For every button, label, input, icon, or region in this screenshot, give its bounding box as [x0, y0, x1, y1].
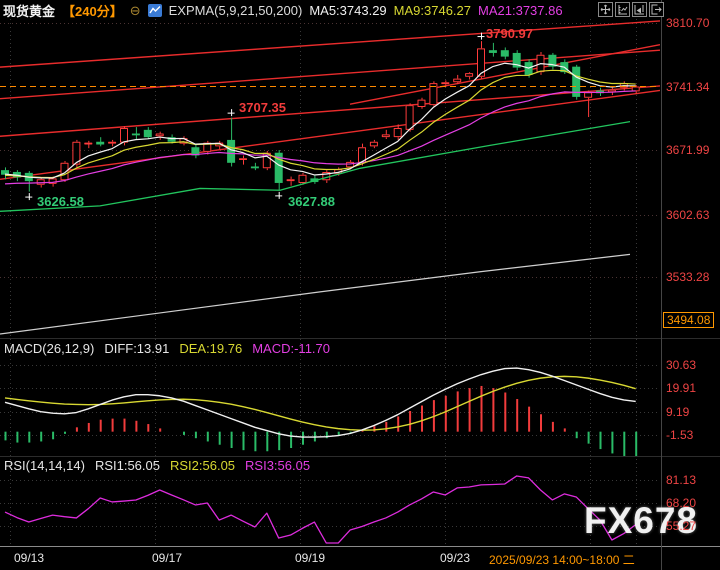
time-axis-label: 09/13 [14, 551, 45, 565]
time-axis-label: 09/17 [152, 551, 183, 565]
macd-axis-label: 30.63 [666, 358, 697, 372]
rsi1-value: RSI1:56.05 [94, 458, 160, 473]
rsi-axis-label: 55.27 [666, 519, 697, 533]
ma5-value: MA5:3743.29 [309, 2, 387, 18]
macd-macd-value: MACD:-11.70 [252, 341, 331, 356]
macd-indicator-label: MACD(26,12,9) [4, 341, 95, 356]
price-axis-label: 3810.70 [666, 16, 710, 30]
indicator-settings-icon[interactable]: ⊖ [129, 2, 141, 18]
ma21-value: MA21:3737.86 [478, 2, 563, 18]
rsi-indicator-label: RSI(14,14,14) [4, 458, 85, 473]
time-axis-label: 09/23 [440, 551, 471, 565]
watermark: FX678 [584, 500, 699, 541]
price-annotation: 3790.97 [486, 26, 533, 41]
session-low-label: 3494.08 [663, 312, 715, 328]
ma9-value: MA9:3746.27 [393, 2, 472, 18]
expma-indicator-label: EXPMA(5,9,21,50,200) [168, 2, 303, 18]
chart-toolbar [598, 2, 664, 17]
exit-window-button[interactable] [649, 2, 664, 17]
axis-scale-right-button[interactable] [632, 2, 647, 17]
last-price-label: 3741.34 [666, 80, 710, 94]
macd-axis-label: 9.19 [666, 405, 690, 419]
symbol-title: 现货黄金 [3, 3, 56, 19]
price-annotation: 3626.58 [37, 194, 84, 209]
rsi-axis-label: 81.13 [666, 473, 697, 487]
pan-tool-button[interactable] [598, 2, 613, 17]
rsi3-value: RSI3:56.05 [245, 458, 311, 473]
macd-axis-label: 19.91 [666, 381, 697, 395]
price-axis-label: 3671.99 [666, 143, 710, 157]
macd-axis-label: -1.53 [666, 428, 694, 442]
chart-type-icon[interactable] [147, 3, 162, 17]
timeframe-label[interactable]: 【240分】 [62, 3, 123, 19]
session-info-label: 2025/09/23 14:00~18:00 二 [489, 553, 635, 567]
price-annotation: 3627.88 [288, 194, 335, 209]
rsi-axis-label: 68.20 [666, 496, 697, 510]
macd-dea-value: DEA:19.76 [179, 341, 243, 356]
price-axis-label: 3533.28 [666, 270, 710, 284]
axis-scale-left-button[interactable] [615, 2, 630, 17]
chart-header: 现货黄金 【240分】 ⊖ EXPMA(5,9,21,50,200) MA5:3… [3, 2, 563, 19]
price-annotation: 3707.35 [239, 100, 286, 115]
rsi2-value: RSI2:56.05 [169, 458, 236, 473]
macd-header: MACD(26,12,9) DIFF:13.91 DEA:19.76 MACD:… [4, 341, 330, 356]
price-axis-label: 3602.63 [666, 208, 710, 222]
rsi-header: RSI(14,14,14) RSI1:56.05 RSI2:56.05 RSI3… [4, 458, 310, 473]
macd-diff-value: DIFF:13.91 [104, 341, 170, 356]
time-axis-label: 09/19 [295, 551, 326, 565]
